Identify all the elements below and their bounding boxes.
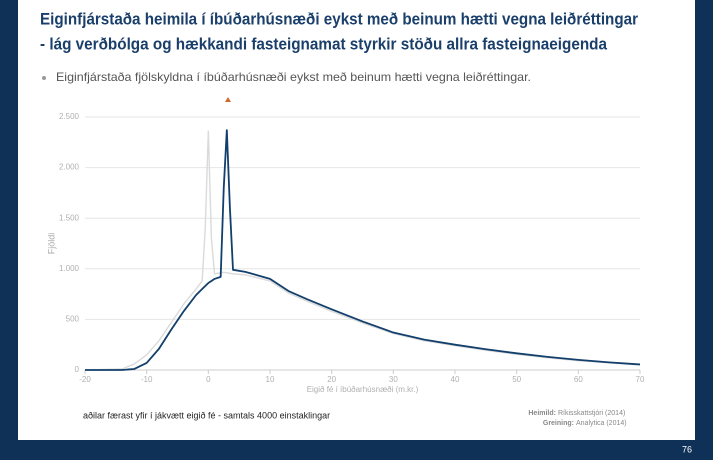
y-tick-label: 1.500 [59, 213, 80, 222]
content-area [18, 0, 695, 440]
x-tick-label: 30 [389, 375, 398, 384]
x-tick-label: 70 [636, 375, 645, 384]
series-line [85, 129, 641, 371]
title-line: - lág verðbólga og hækkandi fasteignamat… [40, 34, 607, 53]
x-tick-label: 50 [512, 375, 521, 384]
y-tick-label: 500 [66, 315, 80, 324]
y-tick-label: 0 [75, 365, 80, 374]
page-number: 76 [682, 444, 692, 454]
x-tick-label: -10 [141, 375, 153, 384]
x-tick-label: 0 [206, 375, 211, 384]
x-tick-label: 40 [451, 375, 460, 384]
y-tick-label: 2.500 [59, 112, 80, 121]
source-label: Heimild: [528, 410, 556, 417]
y-axis-label: Fjöldi [46, 233, 56, 255]
bullet-dot [42, 76, 46, 80]
marker [225, 97, 231, 102]
x-tick-label: -20 [79, 375, 91, 384]
series-line [84, 130, 641, 371]
x-tick-label: 60 [574, 375, 583, 384]
source-text: Ríkisskattstjóri (2014) [558, 410, 625, 417]
x-tick-label: 20 [327, 375, 336, 384]
bullet-text: Eiginfjárstaða fjölskyldna í íbúðarhúsnæ… [56, 70, 531, 84]
x-axis-label: Eigið fé í íbúðarhúsnæði (m.kr.) [307, 385, 419, 394]
y-tick-label: 2.000 [59, 163, 80, 172]
x-tick-label: 10 [266, 375, 275, 384]
source-label: Greining: [543, 420, 574, 427]
y-tick-label: 1.000 [59, 264, 80, 273]
footnote: aðilar færast yfir í jákvætt eigið fé - … [83, 410, 330, 420]
title-line: Eiginfjárstaða heimila í íbúðarhúsnæði e… [40, 9, 638, 28]
chart: 0 500 1.000 1.500 2.000 2.500 -20 -10 0 10 20 30 40 5… [46, 112, 645, 394]
source-text: Analytica (2014) [576, 420, 627, 427]
